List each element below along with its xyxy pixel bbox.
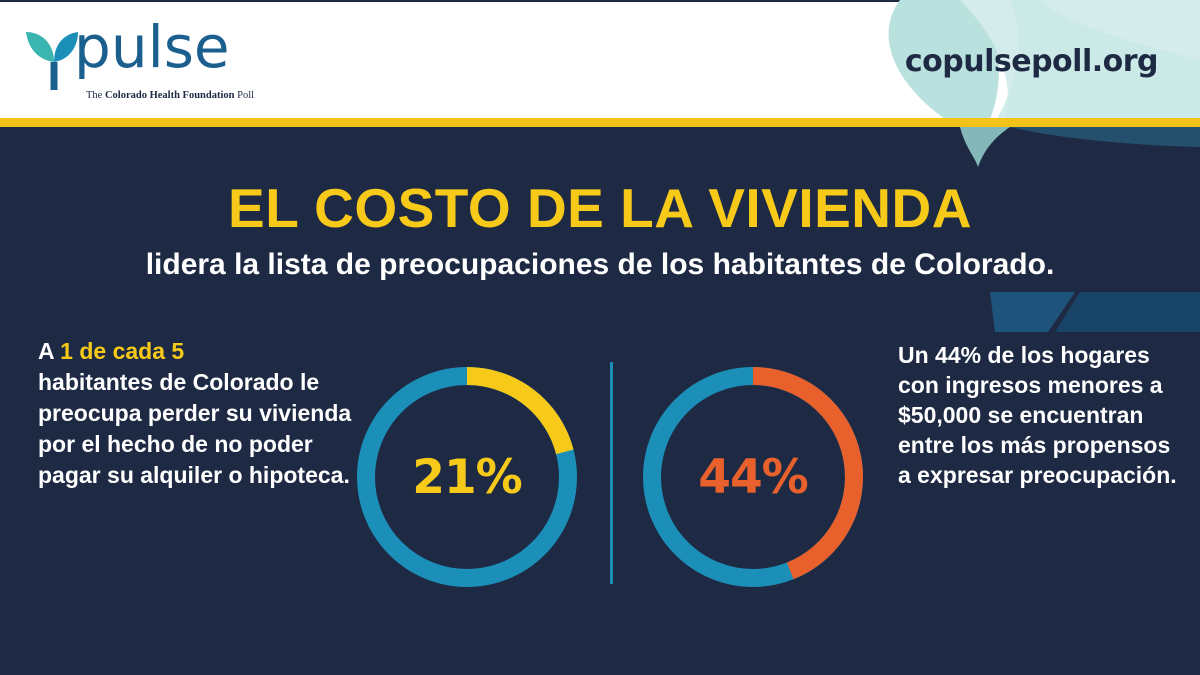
logo-tagline: The Colorado Health Foundation Poll bbox=[86, 90, 254, 101]
top-rule bbox=[0, 0, 1200, 2]
chart-subtitle: lidera la lista de preocupaciones de los… bbox=[145, 248, 1055, 281]
donut-1-svg bbox=[357, 367, 577, 587]
divider bbox=[610, 362, 613, 584]
donut-1-label: 21% bbox=[412, 449, 523, 505]
tagline-prefix: The bbox=[86, 90, 105, 101]
header-decoration bbox=[888, 0, 1200, 118]
left-stat-text: A 1 de cada 5 habitantes de Colorado le p… bbox=[38, 336, 358, 491]
left-stat-prefix: A bbox=[38, 338, 61, 364]
donut-1-arc bbox=[466, 367, 574, 455]
logo[interactable]: pulse The Colorado Health Foundation Pol… bbox=[24, 13, 294, 110]
leaf-icon bbox=[26, 32, 78, 90]
tagline-suffix: Poll bbox=[234, 90, 255, 101]
header: pulse The Colorado Health Foundation Pol… bbox=[0, 0, 1200, 118]
background-decoration bbox=[960, 127, 1200, 332]
donut-chart-1: 21% bbox=[354, 364, 580, 590]
tagline-foundation: Colorado Health Foundation bbox=[104, 90, 235, 101]
right-stat-text: Un 44% de los hogares con ingresos menor… bbox=[898, 342, 1177, 488]
left-stat-body: habitantes de Colorado le preocupa perde… bbox=[38, 369, 352, 488]
logo-wordmark: pulse bbox=[74, 13, 230, 81]
donut-2-svg bbox=[643, 367, 863, 587]
donut-chart-2: 44% bbox=[640, 364, 866, 590]
donut-2-arc bbox=[752, 367, 863, 580]
site-url-link[interactable]: copulsepoll.org bbox=[904, 44, 1159, 79]
donut-2-label: 44% bbox=[698, 449, 809, 505]
chart-title: EL COSTO DE LA VIVIENDA bbox=[228, 177, 972, 239]
gold-rule bbox=[0, 118, 1200, 127]
left-stat-highlight: 1 de cada 5 bbox=[60, 338, 185, 364]
